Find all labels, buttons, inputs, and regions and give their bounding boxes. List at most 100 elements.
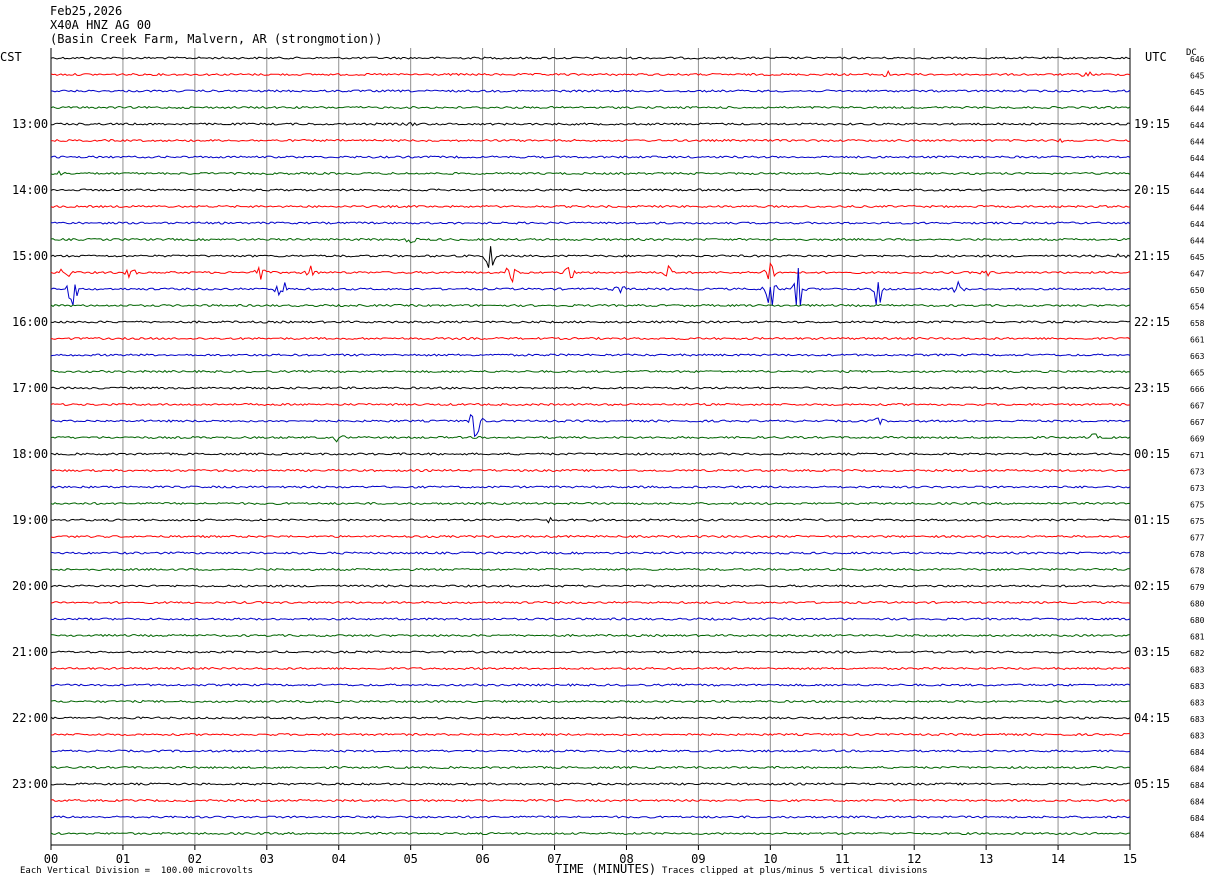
x-tick-label-03: 03 <box>260 852 274 866</box>
dc-value-row-26: 673 <box>1190 484 1205 493</box>
trace-row-41 <box>50 732 1130 737</box>
cst-label-1800: 18:00 <box>12 447 48 461</box>
trace-row-13 <box>50 262 1131 284</box>
trace-row-30 <box>50 551 1131 555</box>
x-tick-label-10: 10 <box>763 852 777 866</box>
dc-value-row-4: 644 <box>1190 121 1205 130</box>
dc-value-row-18: 663 <box>1190 352 1205 361</box>
utc-label-0115: 01:15 <box>1134 513 1170 527</box>
trace-row-38 <box>50 683 1131 687</box>
cst-label-2100: 21:00 <box>12 645 48 659</box>
dc-value-row-31: 678 <box>1190 567 1205 576</box>
trace-row-12 <box>50 246 1131 268</box>
dc-value-row-45: 684 <box>1190 798 1205 807</box>
trace-row-18 <box>50 353 1131 357</box>
dc-value-row-13: 647 <box>1190 270 1205 279</box>
trace-row-37 <box>50 666 1131 671</box>
x-tick-label-06: 06 <box>475 852 489 866</box>
trace-row-1 <box>50 69 1131 78</box>
utc-label-2015: 20:15 <box>1134 183 1170 197</box>
dc-value-row-14: 650 <box>1190 286 1205 295</box>
dc-value-row-33: 680 <box>1190 600 1205 609</box>
trace-row-44 <box>50 782 1130 786</box>
x-tick-label-12: 12 <box>907 852 921 866</box>
x-axis-title: TIME (MINUTES) <box>555 862 657 876</box>
cst-label-1300: 13:00 <box>12 117 48 131</box>
dc-value-row-6: 644 <box>1190 154 1205 163</box>
dc-value-row-34: 680 <box>1190 616 1205 625</box>
utc-label-2215: 22:15 <box>1134 315 1170 329</box>
trace-row-27 <box>50 501 1131 506</box>
utc-label-0315: 03:15 <box>1134 645 1170 659</box>
cst-label-1900: 19:00 <box>12 513 48 527</box>
trace-row-17 <box>50 336 1131 341</box>
dc-value-row-36: 682 <box>1190 649 1205 658</box>
dc-value-row-21: 667 <box>1190 402 1205 411</box>
scale-note: Each Vertical Division = 100.00 microvol… <box>20 866 253 876</box>
dc-value-row-40: 683 <box>1190 715 1205 724</box>
cst-axis-title: CST <box>0 50 22 64</box>
utc-label-0215: 02:15 <box>1134 579 1170 593</box>
x-tick-label-11: 11 <box>835 852 849 866</box>
trace-row-36 <box>50 650 1131 654</box>
dc-value-row-27: 675 <box>1190 501 1205 510</box>
utc-label-2115: 21:15 <box>1134 249 1170 263</box>
trace-row-7 <box>50 170 1131 176</box>
cst-label-2000: 20:00 <box>12 579 48 593</box>
dc-value-row-43: 684 <box>1190 765 1205 774</box>
trace-row-21 <box>50 402 1131 407</box>
x-tick-label-14: 14 <box>1051 852 1065 866</box>
x-tick-label-13: 13 <box>979 852 993 866</box>
utc-axis-title: UTC <box>1145 50 1167 64</box>
trace-row-19 <box>50 369 1131 374</box>
x-tick-label-00: 00 <box>44 852 58 866</box>
utc-label-2315: 23:15 <box>1134 381 1170 395</box>
x-tick-label-09: 09 <box>691 852 705 866</box>
trace-row-46 <box>50 815 1131 819</box>
utc-label-0515: 05:15 <box>1134 777 1170 791</box>
trace-row-10 <box>50 221 1131 225</box>
trace-row-31 <box>50 567 1131 572</box>
trace-row-11 <box>50 237 1131 244</box>
x-tick-label-08: 08 <box>619 852 633 866</box>
dc-value-row-9: 644 <box>1190 204 1205 213</box>
trace-row-4 <box>50 122 1131 127</box>
x-tick-label-02: 02 <box>188 852 202 866</box>
x-tick-label-05: 05 <box>403 852 417 866</box>
dc-value-row-46: 684 <box>1190 814 1205 823</box>
utc-label-1915: 19:15 <box>1134 117 1170 131</box>
dc-value-row-11: 644 <box>1190 237 1205 246</box>
trace-row-8 <box>50 188 1131 192</box>
dc-value-row-47: 684 <box>1190 831 1205 840</box>
trace-row-28 <box>50 516 1131 524</box>
dc-value-row-15: 654 <box>1190 303 1205 312</box>
trace-row-2 <box>50 89 1131 93</box>
cst-label-2300: 23:00 <box>12 777 48 791</box>
trace-row-26 <box>50 485 1131 489</box>
dc-value-row-41: 683 <box>1190 732 1205 741</box>
dc-value-row-0: 646 <box>1190 55 1205 64</box>
dc-value-row-35: 681 <box>1190 633 1205 642</box>
dc-value-row-29: 677 <box>1190 534 1205 543</box>
dc-value-row-17: 661 <box>1190 336 1205 345</box>
trace-row-5 <box>50 137 1131 144</box>
utc-label-0015: 00:15 <box>1134 447 1170 461</box>
clip-note: Traces clipped at plus/minus 5 vertical … <box>662 866 928 876</box>
dc-value-row-10: 644 <box>1190 220 1205 229</box>
dc-value-row-24: 671 <box>1190 451 1205 460</box>
dc-value-row-38: 683 <box>1190 682 1205 691</box>
trace-row-9 <box>50 204 1130 209</box>
dc-value-row-12: 645 <box>1190 253 1205 262</box>
trace-row-47 <box>50 831 1131 836</box>
dc-value-row-22: 667 <box>1190 418 1205 427</box>
dc-value-row-1: 645 <box>1190 72 1205 81</box>
dc-value-row-37: 683 <box>1190 666 1205 675</box>
trace-row-40 <box>50 716 1131 720</box>
dc-value-row-16: 658 <box>1190 319 1205 328</box>
trace-row-43 <box>50 765 1131 770</box>
dc-value-row-23: 669 <box>1190 435 1205 444</box>
dc-value-row-25: 673 <box>1190 468 1205 477</box>
cst-label-1700: 17:00 <box>12 381 48 395</box>
dc-value-row-8: 644 <box>1190 187 1205 196</box>
plot-date: Feb25,2026 <box>50 4 123 18</box>
